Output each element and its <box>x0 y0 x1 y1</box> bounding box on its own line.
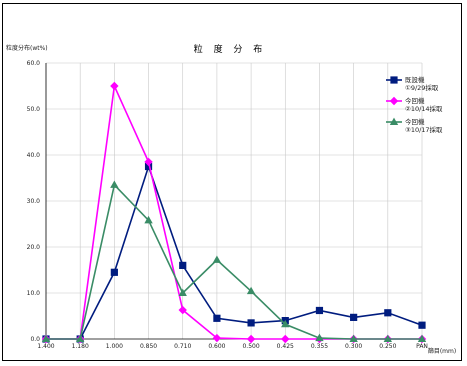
series-3-point <box>144 215 153 224</box>
series-1-point <box>144 162 153 171</box>
series-3-point <box>110 180 119 188</box>
series-3-point <box>246 286 256 295</box>
series-2-line <box>46 83 422 340</box>
legend-marker-3 <box>389 117 399 125</box>
x-tick-label: 0.250 <box>379 343 396 350</box>
series-3-point <box>212 255 222 263</box>
series-2-point <box>281 334 290 344</box>
x-tick-label: 0.425 <box>277 343 294 350</box>
y-tick-label: 10.0 <box>27 290 41 297</box>
x-tick-label: 0.850 <box>140 343 157 350</box>
series-2-point <box>212 333 222 343</box>
tick-labels: 0.0 10.0 20.0 30.0 40.0 50.0 60.0 1.400 1.180 1.0… <box>27 60 428 350</box>
legend-sublabel-1: ①9/29採取 <box>405 83 439 92</box>
x-tick-label: 0.710 <box>174 343 191 350</box>
series-3-point <box>75 334 85 342</box>
y-tick-label: 40.0 <box>27 152 41 159</box>
legend-sublabel-3: ③10/17採取 <box>405 125 443 134</box>
y-axis-title: 粒度分布(wt%) <box>6 44 48 52</box>
x-tick-label: 0.500 <box>242 343 259 350</box>
y-tick-label: 20.0 <box>27 244 41 251</box>
series-3-point <box>281 319 290 328</box>
series-2-point <box>110 81 119 91</box>
series-3-point <box>383 334 393 342</box>
series-2-point <box>144 157 153 167</box>
legend-marker-2 <box>389 96 399 106</box>
y-tick-label: 30.0 <box>27 198 41 205</box>
series-3-point <box>417 334 427 342</box>
x-tick-label: 0.300 <box>345 343 362 350</box>
plot-area <box>41 81 427 344</box>
series-1-point <box>247 319 255 327</box>
gridlines <box>46 62 423 339</box>
legend-marker-1 <box>390 76 398 84</box>
series-1-point <box>315 306 324 315</box>
series-3-point <box>349 334 358 342</box>
series-2-point <box>178 305 187 315</box>
legend-sublabel-2: ②10/14採取 <box>405 104 443 113</box>
series-1-point <box>384 309 392 317</box>
legend-label-3: 今回機 <box>405 117 425 126</box>
x-tick-label: 0.355 <box>311 343 328 350</box>
legend-label-1: 既設機 <box>405 75 425 84</box>
legend-label-2: 今回機 <box>405 96 425 105</box>
series-1-point <box>110 268 118 276</box>
series-1-point <box>213 314 221 322</box>
series-3-line <box>46 183 422 340</box>
x-tick-label: 1.400 <box>37 343 54 350</box>
series-1-point <box>179 261 187 269</box>
series-2-point <box>246 334 256 344</box>
y-tick-label: 50.0 <box>27 106 41 113</box>
series-1-point <box>350 313 358 321</box>
y-tick-label: 60.0 <box>27 60 41 67</box>
series-3-point <box>315 333 324 342</box>
series-1-point <box>418 321 426 329</box>
x-tick-label: 1.000 <box>106 343 123 350</box>
series-3-point <box>178 288 187 296</box>
x-axis-title: 篩目(mm) <box>428 347 456 355</box>
x-tick-label: 1.180 <box>72 343 89 350</box>
series-3-point <box>41 334 51 342</box>
y-tick-label: 0.0 <box>30 336 40 343</box>
x-tick-label: 0.600 <box>208 343 225 350</box>
chart-title: 粒 度 分 布 <box>194 43 267 55</box>
series-1-line <box>46 163 423 340</box>
chart-frame <box>2 3 462 361</box>
x-tick-label: PAN <box>416 343 428 350</box>
